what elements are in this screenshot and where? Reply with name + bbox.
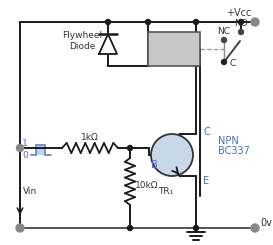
- Circle shape: [194, 225, 198, 231]
- Text: Diode: Diode: [69, 42, 95, 51]
- Text: 0: 0: [22, 151, 28, 160]
- Circle shape: [146, 20, 150, 25]
- Text: NC: NC: [218, 27, 230, 37]
- Circle shape: [221, 37, 227, 42]
- Text: Flywheel: Flywheel: [62, 32, 102, 40]
- Text: 1kΩ: 1kΩ: [81, 133, 99, 142]
- Circle shape: [127, 146, 132, 150]
- Circle shape: [194, 20, 198, 25]
- Text: BC337: BC337: [218, 146, 250, 156]
- Polygon shape: [99, 34, 117, 54]
- Text: E: E: [203, 176, 209, 186]
- Text: C: C: [203, 127, 210, 137]
- Circle shape: [251, 224, 259, 232]
- Text: C: C: [230, 60, 236, 69]
- Circle shape: [221, 60, 227, 64]
- Bar: [148, 32, 200, 66]
- Text: TR₁: TR₁: [158, 186, 173, 196]
- Text: 0v: 0v: [260, 218, 272, 228]
- Text: 1: 1: [22, 139, 28, 148]
- Circle shape: [151, 134, 193, 176]
- Text: NO: NO: [234, 20, 248, 28]
- Circle shape: [16, 145, 23, 151]
- Text: NPN: NPN: [218, 136, 239, 146]
- Circle shape: [105, 20, 111, 25]
- Circle shape: [239, 29, 244, 35]
- Text: +Vcc: +Vcc: [225, 8, 251, 18]
- Bar: [36, 145, 45, 155]
- Circle shape: [239, 20, 244, 25]
- Text: B: B: [151, 160, 158, 170]
- Circle shape: [16, 224, 24, 232]
- Circle shape: [251, 18, 259, 26]
- Text: Vin: Vin: [23, 187, 37, 196]
- Text: Relay: Relay: [160, 44, 188, 54]
- Text: 10kΩ: 10kΩ: [135, 181, 159, 190]
- Circle shape: [127, 225, 132, 231]
